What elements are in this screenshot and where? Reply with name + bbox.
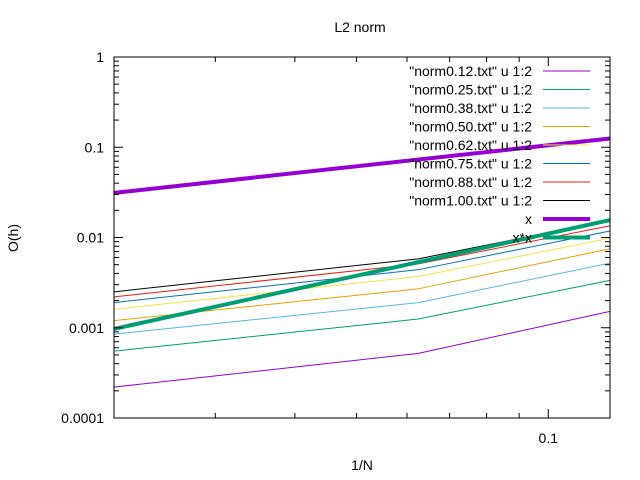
legend-label: x*x	[513, 230, 532, 246]
legend-label: "norm0.62.txt" u 1:2	[409, 137, 532, 153]
legend-label: "norm0.88.txt" u 1:2	[409, 174, 532, 190]
series-line-9	[113, 218, 611, 331]
legend-label: "norm0.75.txt" u 1:2	[409, 156, 532, 172]
chart-title: L2 norm	[334, 19, 385, 35]
y-tick-label: 0.01	[77, 230, 104, 246]
series-line-7	[113, 219, 611, 293]
y-axis-label: O(h)	[5, 224, 21, 252]
series-line-8	[113, 136, 611, 195]
legend-label: "norm0.12.txt" u 1:2	[409, 63, 532, 79]
legend-label: "norm0.38.txt" u 1:2	[409, 100, 532, 116]
series-line-4	[113, 237, 611, 310]
y-tick-label: 0.0001	[61, 410, 104, 426]
x-tick-label: 0.1	[539, 430, 559, 446]
series-line-5	[113, 230, 611, 304]
series-line-3	[113, 248, 611, 322]
legend-label: x	[525, 211, 532, 227]
plot-lines	[113, 136, 611, 388]
legend-label: "norm0.50.txt" u 1:2	[409, 119, 532, 135]
legend-label: "norm0.25.txt" u 1:2	[409, 82, 532, 98]
y-tick-label: 1	[96, 49, 104, 65]
legend: "norm0.12.txt" u 1:2 "norm0.25.txt" u 1:2…	[409, 63, 590, 246]
y-tick-label: 0.1	[85, 139, 105, 155]
series-line-0	[113, 310, 611, 388]
axis-ticks: 1 0.1 0.01 0.001 0.0001 0.1	[61, 49, 610, 446]
x-axis-label: 1/N	[351, 457, 373, 473]
y-tick-label: 0.001	[69, 320, 104, 336]
series-line-1	[113, 279, 611, 352]
series-line-2	[113, 262, 611, 335]
legend-label: "norm1.00.txt" u 1:2	[409, 193, 532, 209]
